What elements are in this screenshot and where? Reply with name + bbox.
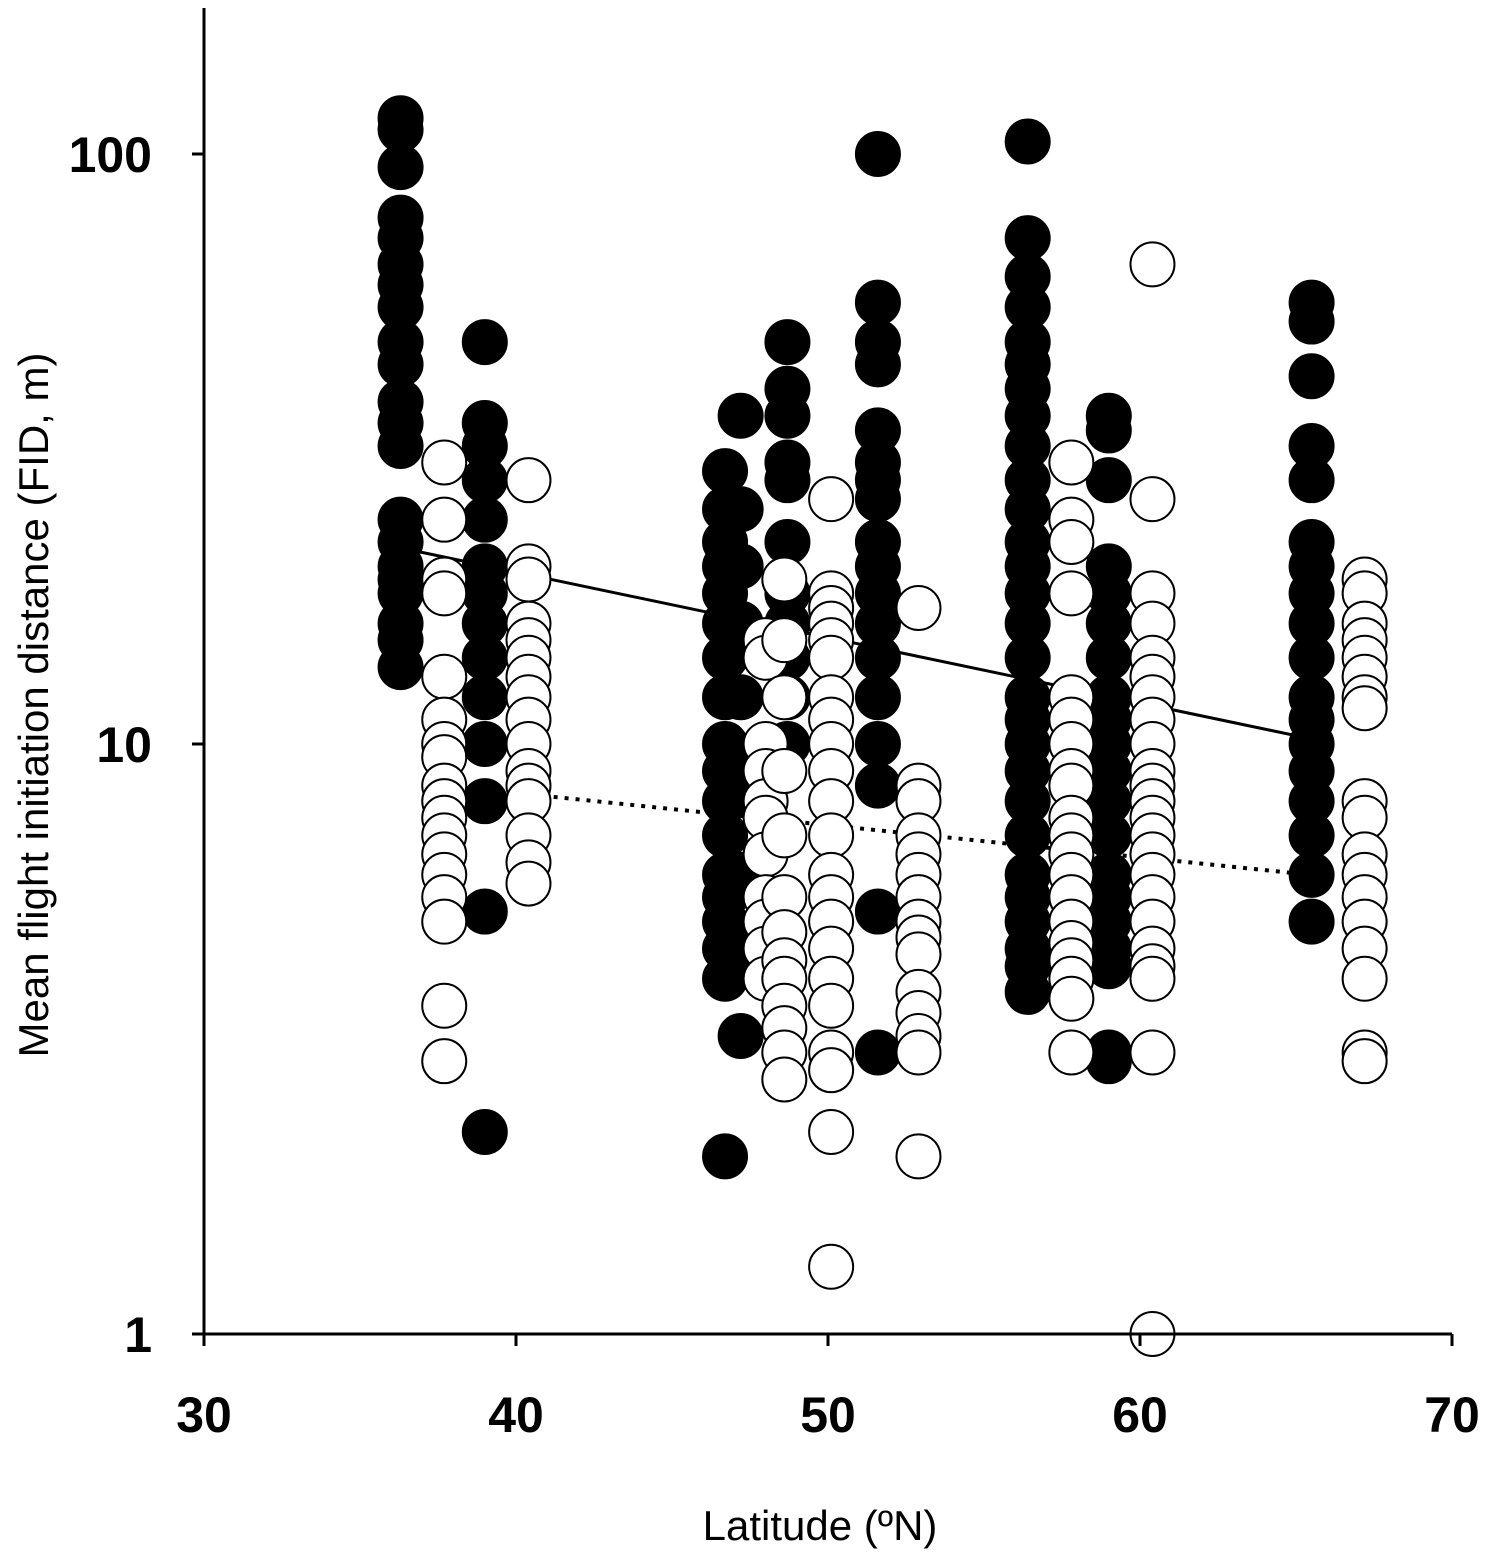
y-tick-label: 1 xyxy=(124,1307,152,1363)
filled-data-point xyxy=(461,1108,508,1155)
open-data-point xyxy=(761,812,808,859)
filled-data-point xyxy=(1004,968,1051,1015)
filled-data-point xyxy=(717,486,764,533)
filled-data-point xyxy=(764,457,811,504)
open-data-point xyxy=(808,476,855,523)
open-data-point xyxy=(421,653,468,700)
filled-data-point xyxy=(854,762,901,809)
open-data-point xyxy=(1341,685,1388,732)
open-data-point xyxy=(761,674,808,721)
open-data-point xyxy=(505,556,552,603)
filled-data-point xyxy=(854,674,901,721)
filled-data-point xyxy=(1288,634,1335,681)
y-tick-label: 100 xyxy=(69,127,152,183)
filled-data-point xyxy=(702,812,749,859)
x-tick-label: 50 xyxy=(800,1387,856,1443)
open-data-point xyxy=(1129,476,1176,523)
open-data-point xyxy=(808,812,855,859)
open-data-point xyxy=(895,585,942,632)
open-data-point xyxy=(808,1243,855,1290)
filled-data-point xyxy=(1085,634,1132,681)
filled-data-point xyxy=(461,319,508,366)
open-data-point xyxy=(1341,955,1388,1002)
filled-data-point xyxy=(461,778,508,825)
filled-data-point xyxy=(854,721,901,767)
filled-data-point xyxy=(1288,457,1335,504)
filled-data-point xyxy=(1004,812,1051,859)
x-tick-label: 60 xyxy=(1112,1387,1168,1443)
data-points xyxy=(377,95,1388,1357)
y-axis-title: Mean flight initiation distance (FID, m) xyxy=(10,353,57,1058)
open-data-point xyxy=(808,982,855,1029)
filled-data-point xyxy=(1288,812,1335,859)
filled-data-point xyxy=(461,674,508,721)
filled-data-point xyxy=(717,674,764,721)
open-data-point xyxy=(895,1029,942,1076)
open-data-point xyxy=(808,1047,855,1094)
open-data-point xyxy=(421,570,468,617)
open-data-point xyxy=(808,634,855,681)
x-axis-title: Latitude (ºN) xyxy=(703,1502,938,1549)
filled-data-point xyxy=(854,476,901,523)
filled-data-point xyxy=(854,131,901,177)
filled-data-point xyxy=(1288,298,1335,345)
open-data-point xyxy=(761,1056,808,1103)
filled-data-point xyxy=(461,888,508,935)
filled-data-point xyxy=(377,422,424,469)
filled-data-point xyxy=(717,543,764,590)
open-data-point xyxy=(1129,1029,1176,1076)
x-tick-label: 30 xyxy=(176,1387,232,1443)
open-data-point xyxy=(1048,975,1095,1022)
filled-data-point xyxy=(854,279,901,326)
open-data-point xyxy=(505,457,552,504)
open-data-point xyxy=(505,860,552,907)
filled-data-point xyxy=(1288,851,1335,898)
filled-data-point xyxy=(717,1012,764,1059)
open-data-point xyxy=(761,556,808,603)
open-data-point xyxy=(895,1133,942,1180)
filled-data-point xyxy=(461,634,508,681)
open-data-point xyxy=(1341,1038,1388,1085)
filled-data-point xyxy=(764,319,811,366)
open-data-point xyxy=(1129,955,1176,1002)
filled-data-point xyxy=(461,457,508,504)
x-tick-label: 40 xyxy=(488,1387,544,1443)
open-data-point xyxy=(421,496,468,543)
open-data-point xyxy=(1048,570,1095,617)
open-data-point xyxy=(421,1038,468,1085)
open-data-point xyxy=(421,439,468,486)
filled-data-point xyxy=(1085,457,1132,504)
filled-data-point xyxy=(854,1029,901,1076)
filled-data-point xyxy=(1085,407,1132,454)
filled-data-point xyxy=(377,144,424,191)
filled-data-point xyxy=(702,1133,749,1180)
open-data-point xyxy=(761,747,808,794)
filled-data-point xyxy=(717,392,764,439)
filled-data-point xyxy=(854,634,901,681)
filled-data-point xyxy=(1004,118,1051,165)
y-tick-label: 10 xyxy=(96,717,152,773)
x-tick-label: 70 xyxy=(1424,1387,1480,1443)
filled-data-point xyxy=(377,644,424,691)
filled-data-point xyxy=(1004,634,1051,681)
filled-data-point xyxy=(1288,353,1335,400)
filled-data-point xyxy=(854,341,901,388)
open-data-point xyxy=(421,898,468,945)
filled-data-point xyxy=(764,392,811,439)
open-data-point xyxy=(761,617,808,664)
ticks: 30 40 50 60 70 1 10 100 xyxy=(69,127,1480,1443)
open-data-point xyxy=(421,982,468,1029)
filled-data-point xyxy=(461,721,508,767)
open-data-point xyxy=(1048,1029,1095,1076)
open-data-point xyxy=(808,1108,855,1155)
filled-data-point xyxy=(1288,898,1335,945)
open-data-point xyxy=(1048,439,1095,486)
open-data-point xyxy=(1048,518,1095,565)
filled-data-point xyxy=(461,496,508,543)
open-data-point xyxy=(1129,241,1176,288)
filled-data-point xyxy=(854,888,901,935)
filled-data-point xyxy=(1085,1038,1132,1085)
